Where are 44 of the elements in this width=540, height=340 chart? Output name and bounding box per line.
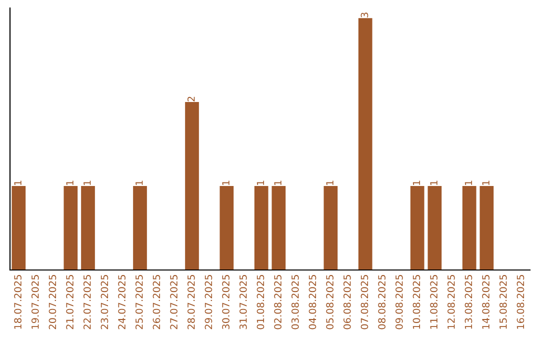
data-label: 1 — [84, 180, 91, 185]
x-tick-label: 30.07.2025 — [222, 275, 230, 330]
x-tick-label: 05.08.2025 — [326, 275, 334, 330]
x-tick-label: 09.08.2025 — [395, 275, 403, 330]
data-label: 1 — [136, 180, 143, 185]
x-tick-label: 22.07.2025 — [83, 275, 91, 330]
x-tick-label: 18.07.2025 — [14, 275, 22, 329]
data-label: 1 — [326, 180, 334, 185]
x-tick-label: 16.08.2025 — [516, 275, 524, 329]
x-tick-label: 27.07.2025 — [170, 275, 178, 330]
x-tick-label: 11.08.2025 — [430, 275, 438, 329]
x-tick-label: 04.08.2025 — [308, 275, 316, 330]
x-tick-label: 06.08.2025 — [343, 275, 351, 330]
x-tick-label: 23.07.2025 — [100, 275, 108, 330]
data-label: 2 — [187, 96, 195, 102]
x-tick-label: 10.08.2025 — [412, 275, 420, 329]
x-tick-label: 07.08.2025 — [360, 275, 368, 330]
x-tick-label: 31.07.2025 — [239, 275, 247, 330]
x-tick-label: 28.07.2025 — [187, 275, 195, 330]
data-label: 1 — [412, 180, 420, 185]
x-tick-label: 29.07.2025 — [204, 275, 212, 330]
x-tick-label: 01.08.2025 — [256, 275, 264, 330]
x-tick-label: 19.07.2025 — [31, 275, 39, 329]
data-label: 3 — [360, 12, 368, 18]
data-label: 1 — [464, 180, 472, 185]
x-tick-label: 24.07.2025 — [118, 275, 126, 330]
x-tick-label: 15.08.2025 — [499, 275, 507, 329]
x-tick-label: 02.08.2025 — [274, 275, 282, 330]
x-tick-label: 26.07.2025 — [152, 275, 160, 330]
data-label: 1 — [222, 180, 230, 185]
x-tick-label: 08.08.2025 — [378, 275, 386, 330]
data-label: 1 — [274, 180, 282, 185]
x-tick-label: 21.07.2025 — [66, 275, 74, 330]
x-tick-label: 03.08.2025 — [291, 275, 299, 330]
data-label: 1 — [14, 180, 22, 185]
data-label: 1 — [482, 180, 490, 185]
data-label: 1 — [256, 180, 264, 185]
x-tick-label: 12.08.2025 — [447, 275, 455, 329]
x-tick-label: 14.08.2025 — [482, 275, 490, 329]
x-tick-label: 13.08.2025 — [464, 275, 472, 329]
data-label: 1 — [430, 180, 438, 185]
data-label: 1 — [66, 180, 74, 185]
x-tick-label: 25.07.2025 — [135, 275, 143, 330]
x-tick-label: 20.07.2025 — [48, 275, 56, 330]
